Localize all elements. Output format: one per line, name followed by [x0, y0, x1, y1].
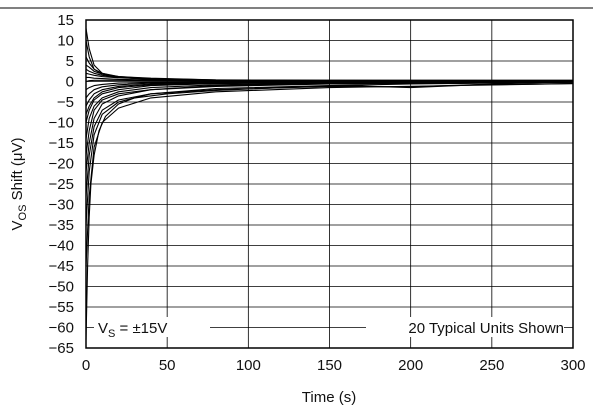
x-tick-label: 250 — [479, 357, 504, 374]
y-tick-label: −45 — [49, 258, 74, 275]
x-tick-label: 0 — [82, 357, 90, 374]
x-tick-label: 100 — [236, 357, 261, 374]
y-tick-label: −30 — [49, 197, 74, 214]
series-group — [85, 28, 574, 340]
x-tick-label: 50 — [159, 357, 176, 374]
y-tick-label: 15 — [57, 12, 74, 29]
series-line-14 — [85, 81, 574, 139]
annotation-left: VS = ±15V — [98, 320, 167, 340]
y-tick-label: −50 — [49, 279, 74, 296]
annotation-right-bg — [366, 317, 564, 337]
y-tick-label: 5 — [66, 53, 74, 70]
y-tick-label: −15 — [49, 135, 74, 152]
y-axis-title: VOS Shift (μV) — [9, 138, 29, 231]
x-axis-title: Time (s) — [302, 389, 356, 406]
grid — [85, 19, 574, 349]
annotation-left-bg — [94, 317, 210, 337]
series-line-16 — [85, 81, 574, 172]
y-tick-label: −40 — [49, 238, 74, 255]
y-tick-label: −5 — [57, 94, 74, 111]
y-tick-label: −10 — [49, 115, 74, 132]
x-tick-label: 150 — [317, 357, 342, 374]
y-tick-label: −25 — [49, 176, 74, 193]
x-tick-label: 200 — [398, 357, 423, 374]
y-tick-label: −55 — [49, 299, 74, 316]
y-tick-label: 10 — [57, 33, 74, 50]
y-tick-label: 0 — [66, 74, 74, 91]
series-line-13 — [85, 81, 574, 123]
x-tick-label: 300 — [560, 357, 585, 374]
series-line-20 — [85, 83, 574, 340]
plot-border — [85, 19, 574, 349]
y-tick-label: −20 — [49, 156, 74, 173]
annotation-right: 20 Typical Units Shown — [408, 320, 564, 337]
tick-labels: 151050−5−10−15−20−25−30−35−40−45−50−55−6… — [49, 12, 586, 374]
y-tick-label: −65 — [49, 340, 74, 357]
y-tick-label: −60 — [49, 320, 74, 337]
y-tick-label: −35 — [49, 217, 74, 234]
